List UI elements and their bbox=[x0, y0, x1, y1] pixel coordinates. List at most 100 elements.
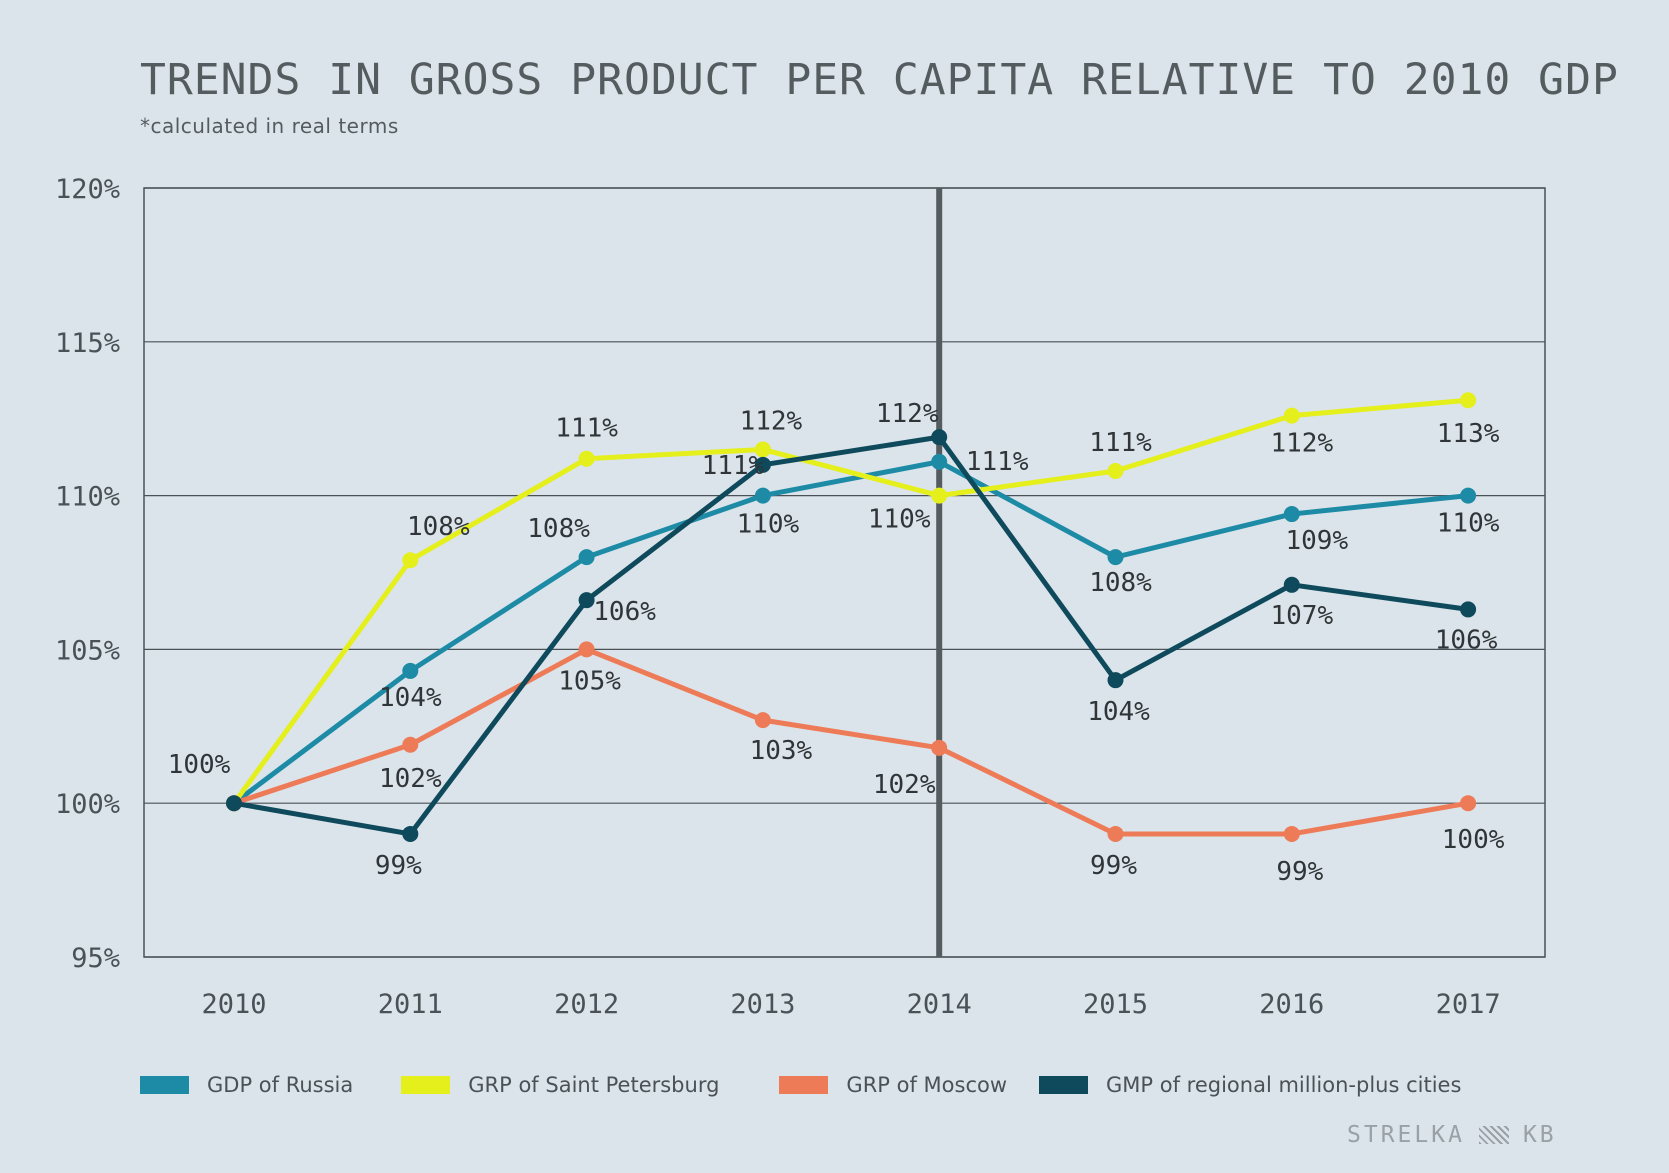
series-point-1 bbox=[931, 487, 948, 504]
x-tick-label: 2010 bbox=[201, 989, 266, 1020]
series-point-3 bbox=[226, 795, 242, 812]
series-point-2 bbox=[931, 739, 948, 756]
series-point-1 bbox=[578, 450, 595, 467]
x-tick-label: 2013 bbox=[730, 989, 795, 1020]
series-point-0 bbox=[1107, 549, 1124, 566]
data-label: 108% bbox=[407, 512, 470, 542]
y-tick-label: 115% bbox=[55, 328, 120, 359]
y-tick-label: 95% bbox=[71, 943, 120, 974]
data-label: 104% bbox=[1087, 697, 1150, 727]
x-tick-label: 2011 bbox=[378, 989, 443, 1020]
data-label: 108% bbox=[527, 514, 590, 544]
brand-right: KB bbox=[1522, 1122, 1557, 1148]
series-point-3 bbox=[1283, 576, 1300, 593]
data-label: 99% bbox=[1090, 851, 1137, 881]
series-point-2 bbox=[402, 736, 419, 753]
data-label: 100% bbox=[168, 750, 231, 780]
x-tick-label: 2014 bbox=[907, 989, 972, 1020]
data-label: 110% bbox=[737, 510, 800, 540]
brand-hatch-icon bbox=[1478, 1126, 1509, 1144]
legend-swatch bbox=[140, 1076, 189, 1094]
data-label: 102% bbox=[873, 770, 936, 800]
legend-item: GRP of Saint Petersburg bbox=[401, 1073, 719, 1097]
data-label: 112% bbox=[740, 406, 803, 436]
series-line-1 bbox=[231, 397, 1469, 805]
data-label-layer: 104% 108% 110% 108% 109% 110% 108% 111% 112% 110%… bbox=[168, 399, 1505, 887]
data-label: 106% bbox=[1435, 625, 1498, 655]
x-tick-label: 2016 bbox=[1259, 989, 1324, 1020]
line-chart: 95% 100% 105% 110% 115% 120% 2010 2011 2012 2013 2… bbox=[55, 174, 1546, 1020]
series-point-3 bbox=[402, 825, 419, 842]
y-tick-label: 100% bbox=[55, 789, 120, 820]
data-label: 108% bbox=[1089, 568, 1152, 598]
y-tick-label: 120% bbox=[55, 174, 120, 205]
data-label: 111% bbox=[1089, 428, 1152, 458]
data-label: 110% bbox=[1437, 509, 1500, 539]
series-layer bbox=[226, 392, 1477, 842]
series-point-3 bbox=[1107, 672, 1124, 689]
series-point-0 bbox=[931, 453, 948, 470]
series-point-3 bbox=[754, 456, 771, 473]
series-point-0 bbox=[1460, 487, 1477, 504]
legend: GDP of Russia GRP of Saint Petersburg GRP … bbox=[140, 1073, 1461, 1097]
data-label: 99% bbox=[1276, 857, 1323, 887]
data-label: 102% bbox=[379, 764, 442, 794]
series-line-3 bbox=[233, 434, 1469, 837]
data-label: 111% bbox=[702, 451, 765, 481]
series-point-2 bbox=[578, 641, 595, 658]
data-label: 105% bbox=[558, 666, 621, 696]
grid-layer bbox=[143, 187, 1546, 958]
series-point-2 bbox=[1283, 825, 1300, 842]
data-label: 110% bbox=[868, 505, 931, 535]
legend-swatch bbox=[779, 1076, 829, 1094]
legend-label: GMP of regional million-plus cities bbox=[1106, 1073, 1462, 1097]
series-line-2 bbox=[233, 646, 1469, 837]
series-line-0 bbox=[232, 459, 1469, 806]
x-tick-label: 2017 bbox=[1436, 989, 1501, 1020]
legend-swatch bbox=[1039, 1076, 1089, 1094]
series-point-2 bbox=[1460, 795, 1477, 812]
legend-label: GDP of Russia bbox=[207, 1073, 354, 1097]
legend-item: GDP of Russia bbox=[140, 1073, 353, 1097]
x-tick-label: 2012 bbox=[554, 989, 619, 1020]
series-point-0 bbox=[1283, 506, 1300, 523]
data-label: 104% bbox=[379, 683, 442, 713]
series-point-3 bbox=[578, 592, 595, 609]
data-label: 99% bbox=[375, 851, 422, 881]
series-point-0 bbox=[578, 549, 595, 566]
data-label: 111% bbox=[555, 414, 618, 444]
series-point-1 bbox=[1460, 392, 1477, 409]
y-tick-label: 110% bbox=[55, 482, 120, 513]
data-label: 113% bbox=[1437, 419, 1500, 449]
data-label: 100% bbox=[1442, 825, 1505, 855]
legend-swatch bbox=[401, 1076, 451, 1094]
axis-layer: 95% 100% 105% 110% 115% 120% 2010 2011 2012 2013 2… bbox=[55, 174, 1501, 1020]
y-tick-label: 105% bbox=[55, 635, 120, 666]
data-label: 112% bbox=[876, 399, 939, 429]
series-point-1 bbox=[402, 552, 419, 569]
data-label: 106% bbox=[593, 597, 656, 627]
data-label: 111% bbox=[966, 447, 1029, 477]
series-point-3 bbox=[1460, 601, 1477, 618]
legend-label: GRP of Saint Petersburg bbox=[468, 1073, 720, 1097]
data-label: 103% bbox=[750, 736, 813, 766]
series-point-1 bbox=[1107, 462, 1124, 479]
series-point-1 bbox=[754, 441, 771, 458]
data-label: 107% bbox=[1270, 601, 1333, 631]
brand-logo: STRELKA KB bbox=[1347, 1122, 1557, 1148]
data-label: 112% bbox=[1270, 429, 1333, 459]
series-point-0 bbox=[754, 487, 771, 504]
brand-left: STRELKA bbox=[1347, 1122, 1465, 1148]
series-point-3 bbox=[931, 429, 948, 446]
chart-title: TRENDS IN GROSS PRODUCT PER CAPITA RELAT… bbox=[140, 55, 1619, 105]
series-point-2 bbox=[754, 712, 771, 729]
x-tick-label: 2015 bbox=[1083, 989, 1148, 1020]
chart-subtitle: *calculated in real terms bbox=[140, 114, 399, 138]
legend-item: GRP of Moscow bbox=[779, 1073, 1007, 1097]
plot-frame bbox=[143, 187, 1546, 958]
series-point-1 bbox=[1283, 407, 1300, 424]
legend-item: GMP of regional million-plus cities bbox=[1039, 1073, 1461, 1097]
series-point-2 bbox=[1107, 825, 1124, 842]
data-label: 109% bbox=[1285, 526, 1348, 556]
legend-label: GRP of Moscow bbox=[846, 1073, 1008, 1097]
